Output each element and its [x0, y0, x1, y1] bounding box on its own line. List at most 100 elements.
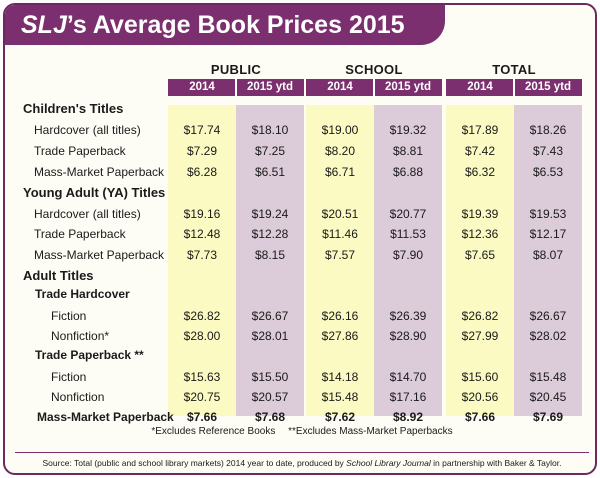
- title-rest: ’s Average Book Prices 2015: [66, 11, 405, 39]
- row-label: Mass-Market Paperback: [37, 410, 174, 424]
- table-cell: $7.90: [392, 248, 424, 262]
- table-cell: $7.66: [464, 410, 496, 424]
- source-publication: School Library Journal: [346, 458, 431, 468]
- table-cell: $7.66: [186, 410, 218, 424]
- table-cell: $8.07: [532, 248, 564, 262]
- table-cell: $15.60: [461, 370, 499, 384]
- table-cell: $12.48: [183, 227, 221, 241]
- table-cell: $28.01: [251, 329, 289, 343]
- chart-frame: SLJ’s Average Book Prices 2015 PUBLIC 201…: [3, 3, 597, 475]
- year-divider: [373, 79, 375, 96]
- table-cell: $20.51: [321, 207, 359, 221]
- group-header-school: SCHOOL: [345, 62, 403, 77]
- table-cell: $20.77: [389, 207, 427, 221]
- table-cell: $19.00: [321, 123, 359, 137]
- year-header: 2014: [306, 79, 374, 96]
- source-note: Source: Total (public and school library…: [5, 458, 595, 468]
- table-cell: $18.10: [251, 123, 289, 137]
- row-label: Hardcover (all titles): [34, 123, 141, 137]
- source-divider: [15, 452, 589, 453]
- table-cell: $26.67: [251, 309, 289, 323]
- table-cell: $7.25: [254, 144, 286, 158]
- table-cell: $7.43: [532, 144, 564, 158]
- table-cell: $19.24: [251, 207, 289, 221]
- table-cell: $26.16: [321, 309, 359, 323]
- column-band: [306, 105, 374, 416]
- table-cell: $8.81: [392, 144, 424, 158]
- table-cell: $14.18: [321, 370, 359, 384]
- table-cell: $7.57: [324, 248, 356, 262]
- row-label: Hardcover (all titles): [34, 207, 141, 221]
- table-cell: $7.29: [186, 144, 218, 158]
- column-band: [514, 105, 582, 416]
- row-label: Fiction: [51, 370, 87, 384]
- year-divider: [235, 79, 237, 96]
- footnote-mass-market: **Excludes Mass-Market Paperbacks: [288, 426, 453, 437]
- row-label: Trade Paperback: [34, 144, 126, 158]
- year-header: 2014: [446, 79, 514, 96]
- row-label: Trade Paperback: [34, 227, 126, 241]
- row-label: Fiction: [51, 309, 87, 323]
- table-cell: $14.70: [389, 370, 427, 384]
- table-cell: $6.53: [532, 165, 564, 179]
- group-header-total: TOTAL: [492, 62, 536, 77]
- table-cell: $26.82: [183, 309, 221, 323]
- table-cell: $7.42: [464, 144, 496, 158]
- table-cell: $26.82: [461, 309, 499, 323]
- table-cell: $26.67: [529, 309, 567, 323]
- table-cell: $28.02: [529, 329, 567, 343]
- table-cell: $17.89: [461, 123, 499, 137]
- table-cell: $11.53: [390, 227, 426, 241]
- year-header: 2015 ytd: [236, 79, 304, 96]
- year-divider: [513, 79, 515, 96]
- table-cell: $20.57: [251, 390, 289, 404]
- source-before: Source: Total (public and school library…: [42, 458, 347, 468]
- column-band: [446, 105, 514, 416]
- table-cell: $6.51: [254, 165, 286, 179]
- table-cell: $7.69: [532, 410, 564, 424]
- source-after: in partnership with Baker & Taylor.: [430, 458, 562, 468]
- table-cell: $15.48: [321, 390, 359, 404]
- table-cell: $12.17: [529, 227, 567, 241]
- table-cell: $15.48: [529, 370, 567, 384]
- table-cell: $12.36: [461, 227, 499, 241]
- group-header-public: PUBLIC: [210, 62, 262, 77]
- table-cell: $27.86: [321, 329, 359, 343]
- year-header: 2015 ytd: [374, 79, 442, 96]
- table-cell: $7.62: [324, 410, 356, 424]
- year-header: 2015 ytd: [514, 79, 582, 96]
- table-cell: $11.46: [322, 227, 358, 241]
- table-cell: $28.90: [389, 329, 427, 343]
- row-label: Nonfiction: [51, 390, 105, 404]
- table-cell: $6.32: [464, 165, 496, 179]
- table-cell: $8.15: [254, 248, 286, 262]
- row-label: Mass-Market Paperback: [34, 248, 165, 262]
- table-cell: $20.45: [529, 390, 567, 404]
- row-label: Nonfiction*: [51, 329, 110, 343]
- column-band: [168, 105, 236, 416]
- column-band: [236, 105, 304, 416]
- row-label: Mass-Market Paperback: [34, 165, 165, 179]
- table-cell: $6.28: [186, 165, 218, 179]
- table-cell: $6.71: [324, 165, 356, 179]
- section-title: Adult Titles: [23, 268, 94, 283]
- subsection-title: Trade Paperback **: [35, 348, 144, 362]
- table-cell: $20.56: [461, 390, 499, 404]
- table-cell: $8.92: [392, 410, 424, 424]
- table-cell: $12.28: [251, 227, 289, 241]
- table-cell: $28.00: [183, 329, 221, 343]
- section-title: Children's Titles: [23, 101, 124, 116]
- table-cell: $26.39: [389, 309, 427, 323]
- chart-title: SLJ’s Average Book Prices 2015: [5, 5, 445, 45]
- footnote-reference: *Excludes Reference Books: [151, 426, 276, 437]
- table-cell: $7.65: [464, 248, 496, 262]
- section-title: Young Adult (YA) Titles: [23, 185, 166, 200]
- table-cell: $15.50: [251, 370, 289, 384]
- year-header: 2014: [168, 79, 236, 96]
- footnotes: *Excludes Reference Books **Excludes Mas…: [5, 426, 595, 437]
- table-cell: $7.73: [186, 248, 218, 262]
- table-cell: $19.16: [183, 207, 221, 221]
- table-cell: $17.74: [183, 123, 221, 137]
- table-cell: $27.99: [461, 329, 499, 343]
- table-cell: $15.63: [183, 370, 221, 384]
